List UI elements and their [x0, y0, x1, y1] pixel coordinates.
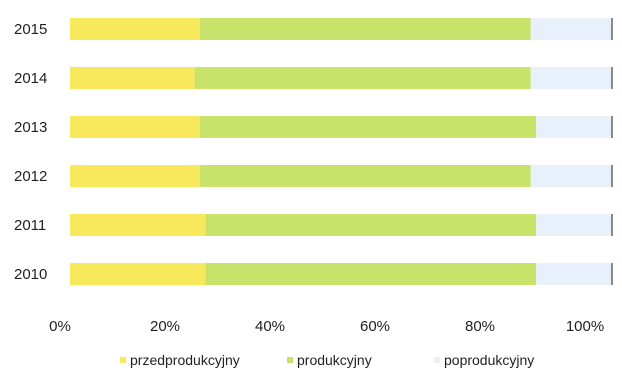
category-label: 2014	[14, 70, 47, 87]
x-tick-label: 40%	[255, 318, 285, 335]
bar-segment-przedprodukcyjny	[70, 116, 201, 138]
bar-segment-poprodukcyjny	[536, 116, 612, 138]
bar-segment-produkcyjny	[205, 214, 537, 236]
bar-segment-poprodukcyjny	[536, 263, 612, 285]
bar-segment-produkcyjny	[200, 18, 531, 40]
bar-segment-produkcyjny	[194, 67, 531, 89]
category-label: 2010	[14, 266, 47, 283]
legend-label: produkcyjny	[297, 352, 372, 368]
bar-segment-przedprodukcyjny	[70, 214, 206, 236]
bar-segment-przedprodukcyjny	[70, 165, 201, 187]
x-tick-label: 60%	[360, 318, 390, 335]
legend-swatch	[287, 357, 293, 363]
legend-swatch	[120, 357, 126, 363]
bar-segment-produkcyjny	[205, 263, 537, 285]
x-tick-label: 20%	[150, 318, 180, 335]
bar-segment-produkcyjny	[200, 116, 537, 138]
category-label: 2012	[14, 168, 47, 185]
bar-segment-poprodukcyjny	[530, 67, 612, 89]
x-tick-label: 100%	[566, 318, 604, 335]
bar-segment-przedprodukcyjny	[70, 67, 195, 89]
legend-label: przedprodukcyjny	[130, 352, 240, 368]
legend-swatch	[434, 357, 440, 363]
x-tick-label: 80%	[465, 318, 495, 335]
bar-segment-produkcyjny	[200, 165, 531, 187]
bar-segment-przedprodukcyjny	[70, 263, 206, 285]
x-tick-label: 0%	[49, 318, 71, 335]
category-label: 2011	[14, 217, 46, 234]
category-label: 2015	[14, 21, 47, 38]
bar-segment-poprodukcyjny	[536, 214, 612, 236]
bar-segment-poprodukcyjny	[530, 18, 612, 40]
bar-segment-poprodukcyjny	[530, 165, 612, 187]
bar-segment-przedprodukcyjny	[70, 18, 201, 40]
category-label: 2013	[14, 119, 47, 136]
legend-label: poprodukcyjny	[444, 352, 534, 368]
